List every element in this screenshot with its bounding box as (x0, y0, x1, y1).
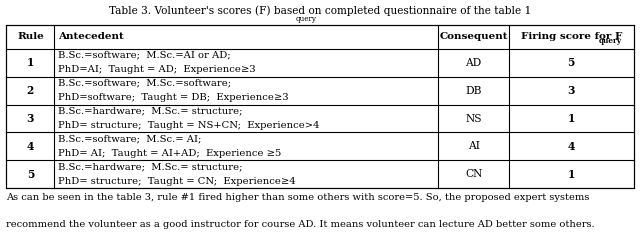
Text: NS: NS (465, 114, 482, 123)
Text: 1: 1 (568, 113, 575, 124)
Text: 4: 4 (27, 141, 34, 152)
Text: DB: DB (465, 86, 482, 96)
Text: Table 3. Volunteer's scores (F) based on completed questionnaire of the table 1: Table 3. Volunteer's scores (F) based on… (109, 6, 531, 17)
Text: B.Sc.=hardware;  M.Sc.= structure;: B.Sc.=hardware; M.Sc.= structure; (58, 107, 242, 116)
Text: Consequent: Consequent (439, 32, 508, 41)
Text: recommend the volunteer as a good instructor for course AD. It means volunteer c: recommend the volunteer as a good instru… (6, 220, 595, 229)
Text: 5: 5 (27, 169, 34, 180)
Text: PhD=software;  Taught = DB;  Experience≥3: PhD=software; Taught = DB; Experience≥3 (58, 93, 288, 102)
Text: 3: 3 (568, 85, 575, 96)
Text: 5: 5 (568, 57, 575, 68)
Text: Antecedent: Antecedent (58, 32, 124, 41)
Text: 4: 4 (568, 141, 575, 152)
Text: query: query (599, 37, 622, 45)
Text: Firing score for F: Firing score for F (520, 32, 622, 41)
Text: PhD=AI;  Taught = AD;  Experience≥3: PhD=AI; Taught = AD; Experience≥3 (58, 65, 255, 74)
Text: AD: AD (465, 58, 482, 68)
Text: CN: CN (465, 169, 483, 179)
Text: B.Sc.=software;  M.Sc.=AI or AD;: B.Sc.=software; M.Sc.=AI or AD; (58, 51, 230, 60)
Text: PhD= AI;  Taught = AI+AD;  Experience ≥5: PhD= AI; Taught = AI+AD; Experience ≥5 (58, 149, 281, 158)
Text: 1: 1 (27, 57, 34, 68)
Bar (6, 25, 634, 188)
Text: query: query (295, 15, 316, 23)
Text: As can be seen in the table 3, rule #1 fired higher than some others with score=: As can be seen in the table 3, rule #1 f… (6, 193, 590, 202)
Text: PhD= structure;  Taught = CN;  Experience≥4: PhD= structure; Taught = CN; Experience≥… (58, 177, 295, 186)
Text: AI: AI (468, 141, 479, 151)
Text: PhD= structure;  Taught = NS+CN;  Experience>4: PhD= structure; Taught = NS+CN; Experien… (58, 121, 319, 130)
Text: 2: 2 (27, 85, 34, 96)
Text: B.Sc.=software;  M.Sc.=software;: B.Sc.=software; M.Sc.=software; (58, 79, 231, 88)
Text: B.Sc.=software;  M.Sc.= AI;: B.Sc.=software; M.Sc.= AI; (58, 135, 201, 144)
Text: B.Sc.=hardware;  M.Sc.= structure;: B.Sc.=hardware; M.Sc.= structure; (58, 163, 242, 172)
Text: Rule: Rule (17, 32, 44, 41)
Text: 1: 1 (568, 169, 575, 180)
Text: 3: 3 (27, 113, 34, 124)
